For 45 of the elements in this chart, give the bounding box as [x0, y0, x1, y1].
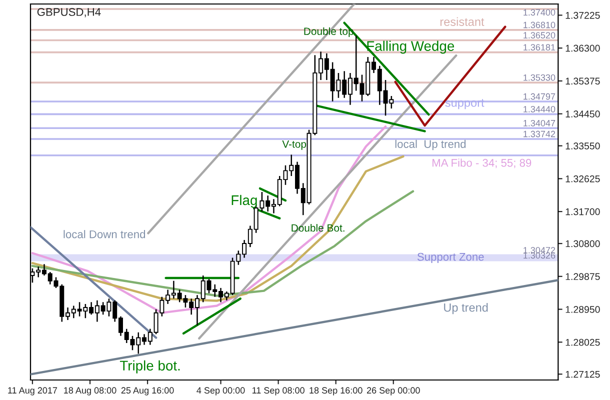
y-tick-label: 1.28025 — [566, 338, 600, 346]
x-tick-label: 4 Sep 00:00 — [196, 387, 245, 396]
ref-line-label: 1.35330 — [524, 74, 556, 81]
ref-line-label: 1.34797 — [524, 93, 556, 100]
y-tick-label: 1.36300 — [566, 44, 600, 52]
annotation: Falling Wedge — [367, 40, 454, 54]
annotation: MA Fibo - 34; 55; 89 — [432, 158, 532, 168]
y-tick-label: 1.27125 — [566, 370, 600, 378]
x-tick-label: 26 Sep 00:00 — [366, 387, 420, 396]
ref-line-label: 1.34440 — [524, 106, 556, 112]
ref-line-label: 1.36810 — [524, 22, 556, 28]
band-label: Support Zone — [417, 252, 484, 263]
y-tick-label: 1.33550 — [566, 142, 600, 150]
line-series — [31, 190, 414, 297]
annotation: resistant — [440, 17, 484, 26]
ref-line-label: 1.30326 — [524, 252, 556, 259]
x-tick-label: 11 Sep 08:00 — [252, 387, 304, 396]
y-tick-label: 1.32625 — [566, 175, 600, 182]
y-tick-label: 1.34450 — [566, 110, 600, 118]
y-tick-label: 1.35375 — [566, 78, 600, 85]
y-tick-label: 1.29875 — [566, 273, 600, 280]
x-tick-label: 11 Aug 2017 — [8, 387, 58, 396]
x-tick-label: 25 Aug 16:00 — [121, 387, 174, 396]
annotation: support — [445, 99, 484, 110]
annotation: Triple bot. — [120, 360, 180, 374]
annotation: Flag — [232, 194, 257, 208]
y-tick-label: 1.37225 — [566, 12, 600, 19]
x-tick-label: 18 Sep 16:00 — [310, 387, 362, 396]
line-series — [31, 126, 387, 314]
ref-line-label: 1.34047 — [524, 120, 556, 126]
chart-title: GBPUSD,H4 — [37, 8, 101, 18]
ref-line-label: 1.37400 — [524, 9, 556, 16]
ref-line-label: 1.36181 — [524, 44, 556, 51]
annotation: local Down trend — [64, 230, 146, 238]
ref-line-label: 1.30472 — [524, 247, 556, 254]
ref-line-label: 1.36520 — [524, 32, 556, 38]
y-tick-label: 1.28950 — [566, 306, 600, 313]
annotation: V-top — [282, 140, 306, 150]
annotation: local Up trend — [395, 140, 466, 150]
annotation: Up trend — [444, 303, 488, 314]
y-tick-label: 1.31700 — [566, 208, 600, 216]
annotation: Double top — [304, 27, 354, 38]
ref-line-label: 1.33742 — [524, 130, 556, 138]
x-tick-label: 18 Aug 08:00 — [64, 387, 116, 396]
y-tick-label: 1.30800 — [566, 240, 600, 248]
